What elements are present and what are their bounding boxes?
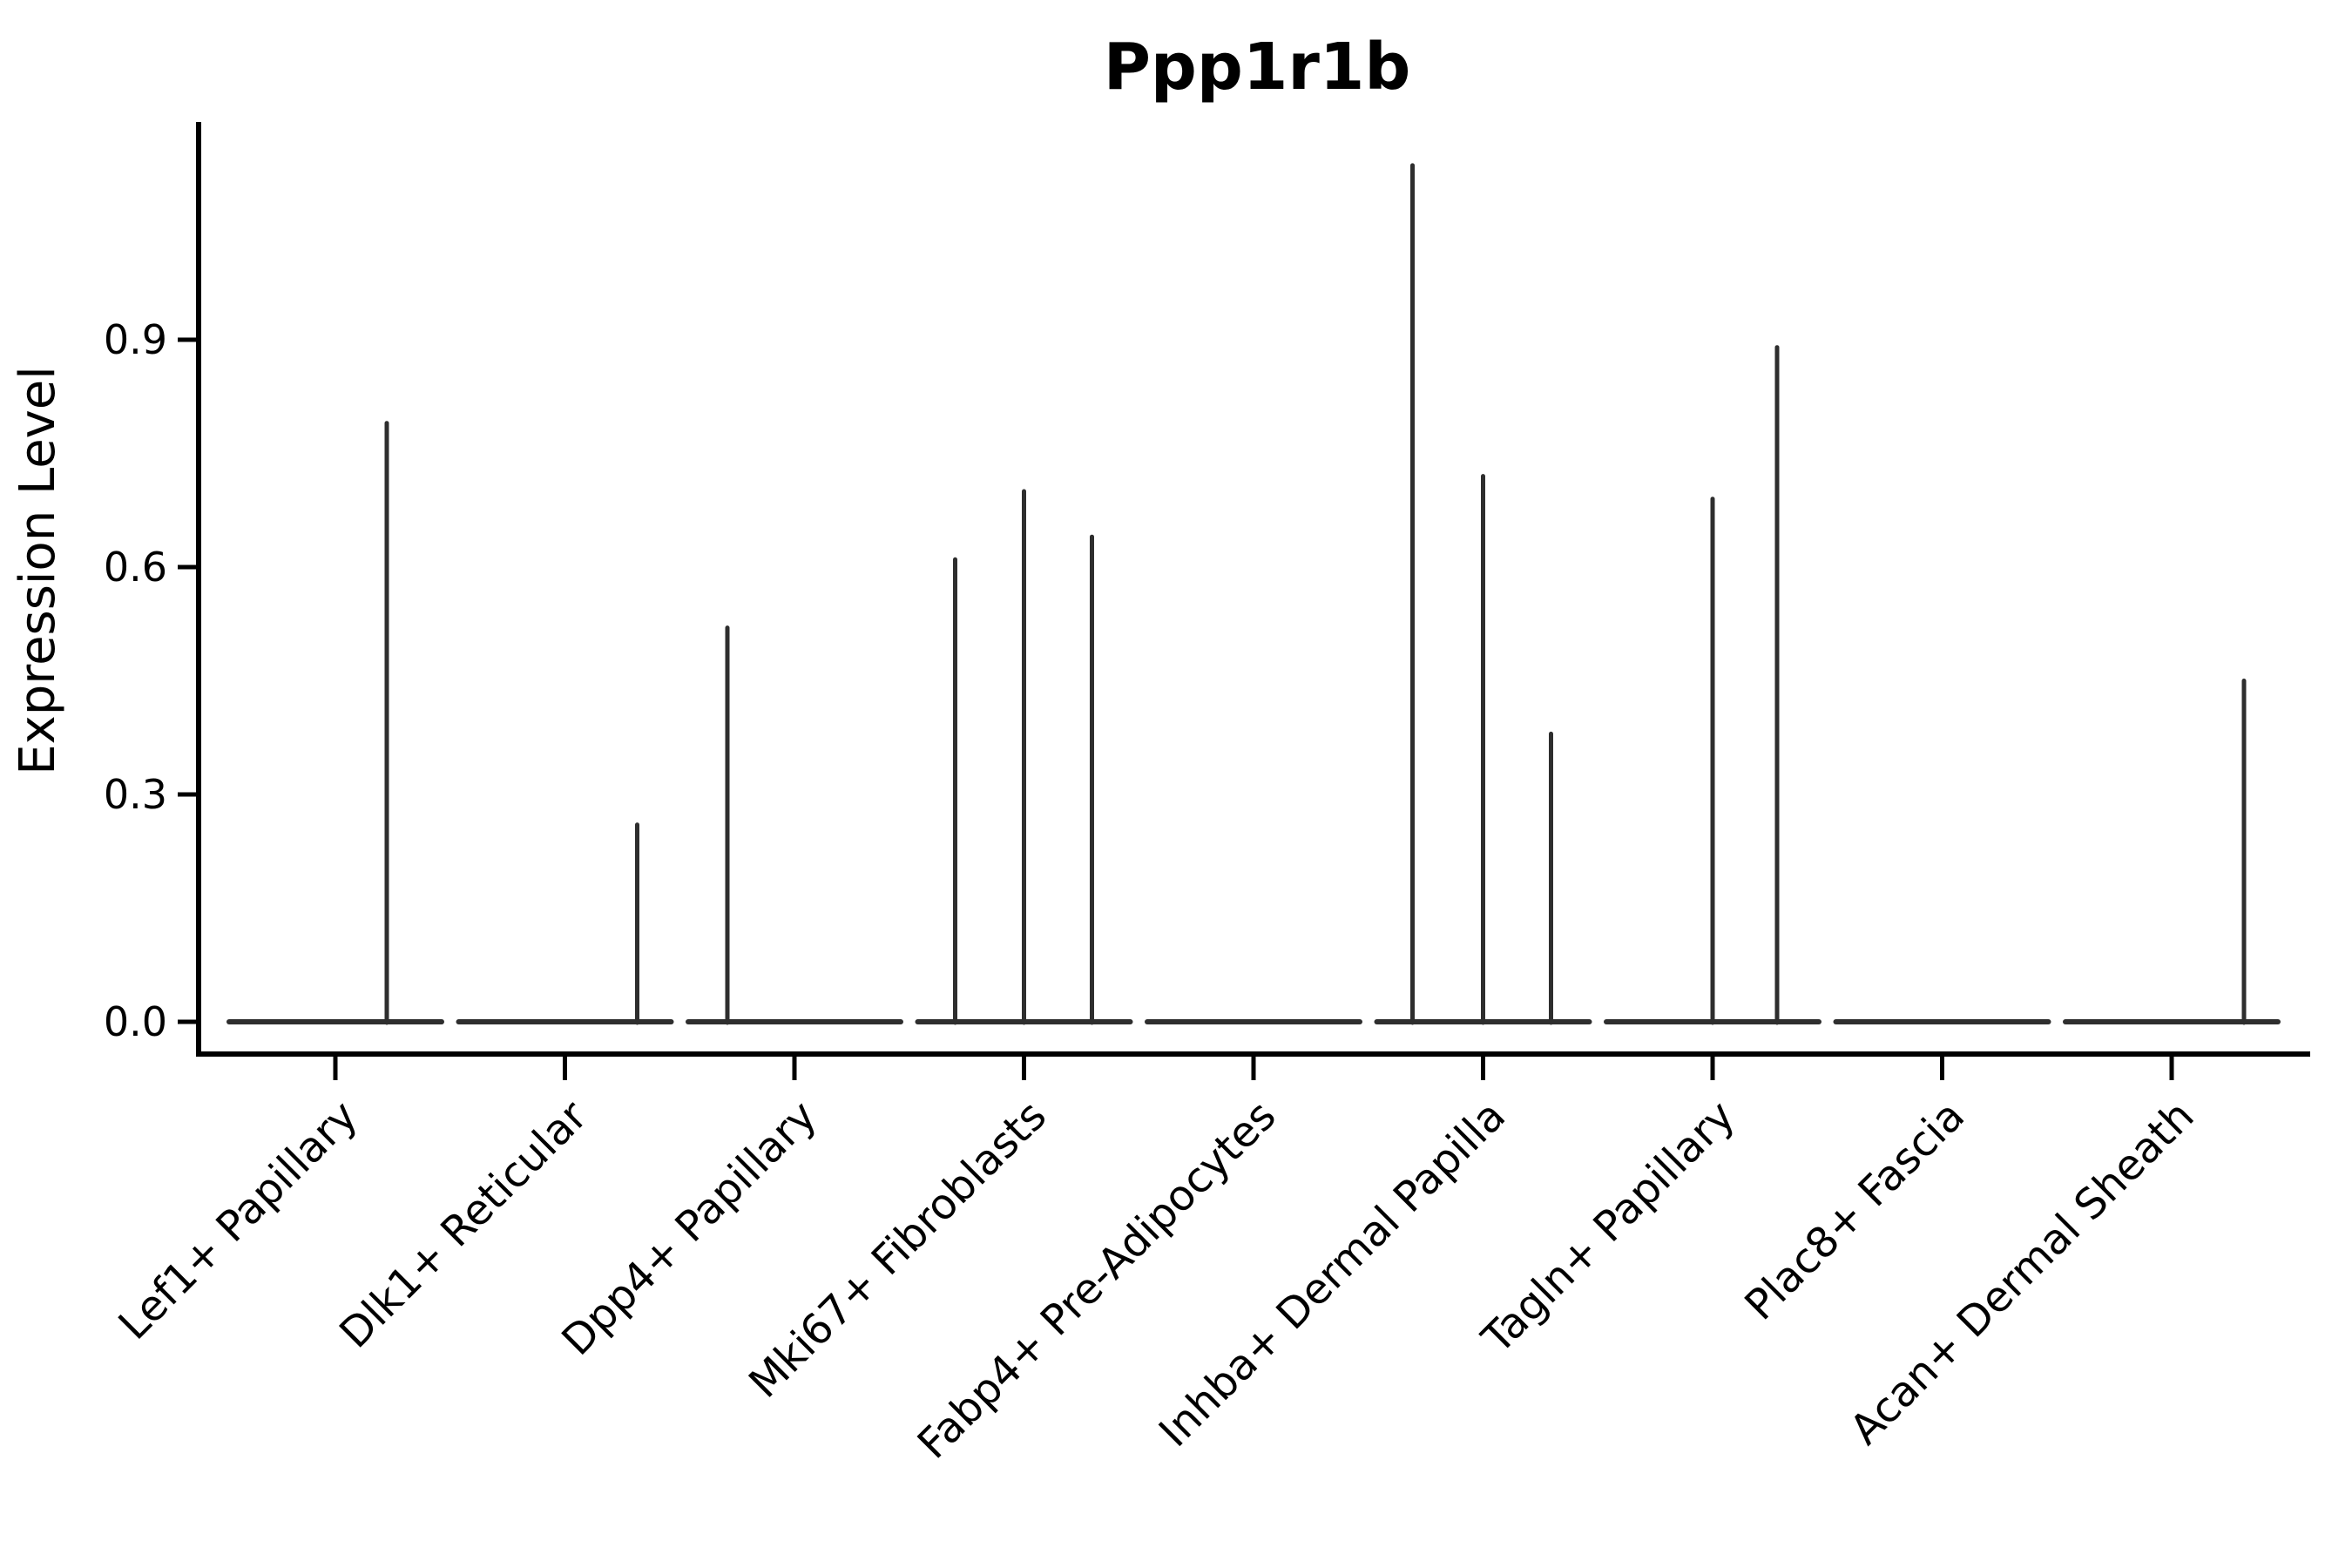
y-tick-label: 0.6 (104, 544, 167, 591)
y-tick-label: 0.9 (104, 316, 167, 363)
x-tick-label: Dlk1+ Reticular (330, 1092, 597, 1358)
violins-layer (226, 163, 2281, 1025)
y-tick-label: 0.3 (104, 771, 167, 818)
chart-title: Ppp1r1b (1104, 30, 1411, 105)
y-axis-ticks: 0.0 0.3 0.6 0.9 (104, 316, 200, 1045)
violin-group (915, 489, 1133, 1025)
x-tick-label: Lef1+ Papillary (110, 1092, 368, 1349)
violin-group (226, 421, 444, 1025)
violin-group (456, 822, 674, 1025)
violin-group (2063, 679, 2281, 1025)
violin-group (686, 625, 903, 1025)
x-tick-label: Dpp4+ Papillary (552, 1092, 826, 1365)
violin-group (1604, 345, 1821, 1025)
y-tick-label: 0.0 (104, 998, 167, 1045)
x-tick-label: Plac8+ Fascia (1735, 1092, 1974, 1330)
y-axis-label: Expression Level (10, 366, 66, 775)
x-tick-label: Tagln+ Papillary (1472, 1092, 1744, 1363)
violin-group (1374, 163, 1592, 1025)
